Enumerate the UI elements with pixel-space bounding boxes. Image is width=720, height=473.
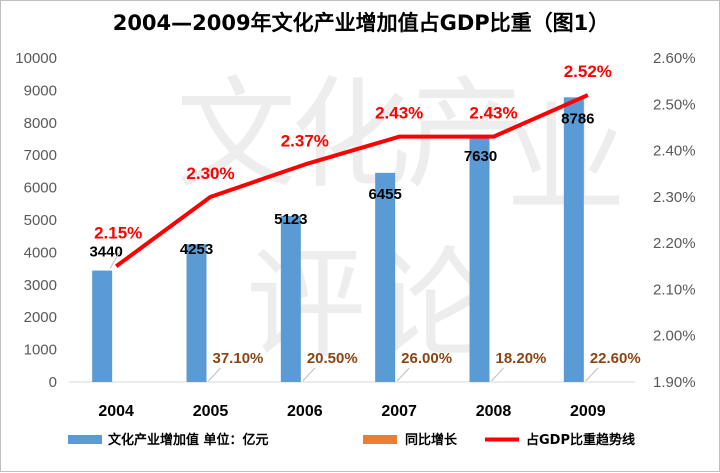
left-tick-label: 0 <box>49 374 57 391</box>
right-tick-label: 2.60% <box>653 50 696 67</box>
value-bar <box>375 172 396 382</box>
x-tick-label: 2009 <box>570 403 606 420</box>
value-bar <box>563 97 584 382</box>
value-bar <box>92 270 113 382</box>
value-bar <box>186 244 207 382</box>
gdp-share-label: 2.43% <box>469 104 517 123</box>
legend-swatch-growth <box>363 435 397 444</box>
gdp-share-label: 2.15% <box>94 223 142 242</box>
left-tick-label: 4000 <box>24 244 57 261</box>
value-label: 8786 <box>561 110 594 127</box>
growth-label: 26.00% <box>401 350 452 367</box>
left-tick-label: 5000 <box>24 212 57 229</box>
chart-title: 2004—2009年文化产业增加值占GDP比重（图1） <box>112 11 610 35</box>
right-tick-label: 2.50% <box>653 96 696 113</box>
right-tick-label: 2.20% <box>653 235 696 252</box>
right-tick-label: 2.30% <box>653 189 696 206</box>
growth-leader-line <box>396 367 410 382</box>
left-tick-label: 6000 <box>24 180 57 197</box>
growth-label: 20.50% <box>307 350 358 367</box>
right-tick-label: 2.10% <box>653 281 696 298</box>
value-label: 7630 <box>464 148 497 165</box>
x-tick-label: 2007 <box>381 403 417 420</box>
growth-label: 18.20% <box>496 350 547 367</box>
gdp-label-leader-line <box>109 250 121 269</box>
growth-label: 37.10% <box>213 350 264 367</box>
left-axis: 0 1000 2000 3000 4000 5000 6000 7000 8000 9000 100… <box>15 50 57 391</box>
value-label: 4253 <box>180 241 213 258</box>
right-tick-label: 1.90% <box>653 374 696 391</box>
gdp-share-polyline <box>114 93 589 268</box>
growth-leader-line <box>585 367 599 382</box>
value-label: 5123 <box>274 211 307 228</box>
left-tick-label: 10000 <box>15 50 57 67</box>
watermark-char-5: 评 <box>246 236 366 375</box>
value-labels: 3440 4253 5123 6455 7630 8786 <box>89 110 595 269</box>
legend-label-growth: 同比增长 <box>405 432 458 448</box>
legend-label-value: 文化产业增加值 单位：亿元 <box>108 432 269 448</box>
legend-swatch-value <box>68 435 102 444</box>
watermark-char-1: 文 <box>176 66 296 205</box>
right-tick-label: 2.00% <box>653 328 696 345</box>
growth-labels: 37.10% 20.50% 26.00% 18.20% 22.60% <box>208 350 641 382</box>
gdp-share-label: 2.37% <box>281 131 329 150</box>
value-bar <box>280 216 301 382</box>
growth-leader-line <box>491 367 504 382</box>
value-bars <box>92 97 584 382</box>
x-tick-label: 2004 <box>98 403 134 420</box>
gdp-share-label: 2.52% <box>564 62 612 81</box>
x-axis: 2004 2005 2006 2007 2008 2009 <box>69 381 635 420</box>
legend-label-line: 占GDP比重趋势线 <box>526 432 635 448</box>
value-bar <box>469 134 490 382</box>
value-label: 3440 <box>89 244 122 261</box>
growth-leader-line <box>302 367 316 382</box>
right-axis: 1.90% 2.00% 2.10% 2.20% 2.30% 2.40% 2.50% 2.60% <box>653 50 696 391</box>
left-tick-label: 9000 <box>24 82 57 99</box>
left-tick-label: 2000 <box>24 309 57 326</box>
legend: 文化产业增加值 单位：亿元 同比增长 占GDP比重趋势线 <box>68 432 635 448</box>
x-tick-label: 2005 <box>193 403 229 420</box>
gdp-share-label: 2.43% <box>375 104 423 123</box>
left-tick-label: 1000 <box>24 342 57 359</box>
x-tick-label: 2008 <box>476 403 512 420</box>
growth-leader-line <box>208 367 221 382</box>
right-tick-label: 2.40% <box>653 143 696 160</box>
gdp-share-label: 2.30% <box>186 164 234 183</box>
x-tick-label: 2006 <box>287 403 323 420</box>
growth-label: 22.60% <box>590 350 641 367</box>
left-tick-label: 8000 <box>24 115 57 132</box>
value-label: 6455 <box>368 186 401 203</box>
left-tick-label: 3000 <box>24 277 57 294</box>
left-tick-label: 7000 <box>24 147 57 164</box>
gdp-share-line: 2.15% 2.30% 2.37% 2.43% 2.43% 2.52% <box>94 62 612 268</box>
